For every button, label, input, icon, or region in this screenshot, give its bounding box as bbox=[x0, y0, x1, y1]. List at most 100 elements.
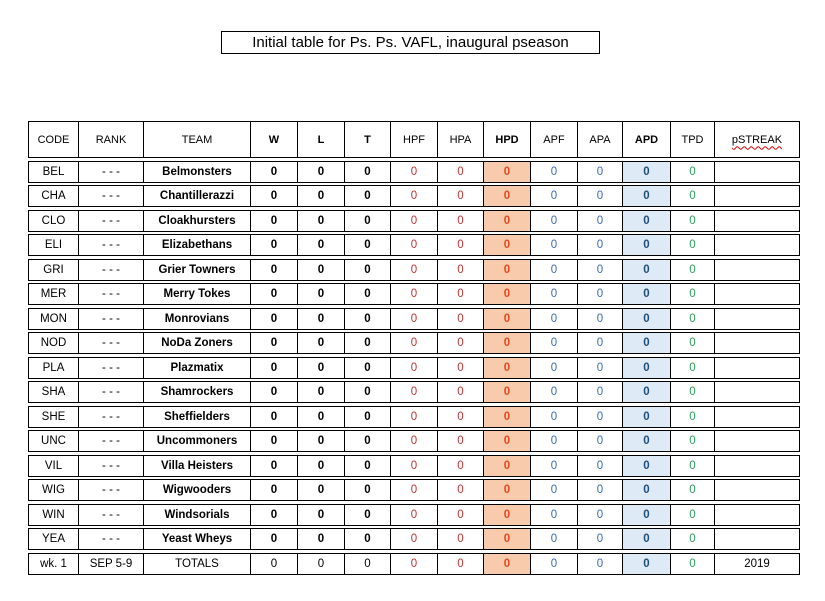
cell-hpa: 0 bbox=[437, 405, 483, 428]
cell-apd: 0 bbox=[622, 160, 670, 183]
cell-t: 0 bbox=[344, 405, 390, 428]
cell-apd: 0 bbox=[622, 258, 670, 281]
cell-rank: - - - bbox=[78, 528, 143, 550]
cell-apa: 0 bbox=[577, 209, 622, 232]
cell-l: 0 bbox=[297, 430, 344, 452]
cell-t-text: 0 bbox=[364, 459, 371, 472]
cell-tpd-text: 0 bbox=[689, 337, 696, 349]
cell-apf: 0 bbox=[530, 209, 577, 232]
cell-pstreak bbox=[714, 405, 800, 428]
cell-team: Villa Heisters bbox=[143, 454, 250, 477]
cell-hpd: 0 bbox=[483, 430, 530, 452]
cell-hpd: 0 bbox=[483, 528, 530, 550]
team-row-clo: CLO - - - Cloakhursters 0 0 0 0 0 0 0 0 0 0 bbox=[28, 209, 800, 232]
cell-apa-text: 0 bbox=[596, 386, 604, 398]
cell-code: GRI bbox=[28, 258, 78, 281]
cell-pstreak bbox=[714, 307, 800, 330]
cell-team-text: Grier Towners bbox=[158, 263, 236, 276]
cell-code: ELI bbox=[28, 234, 78, 256]
cell-hpa: 0 bbox=[437, 479, 483, 501]
cell-l-text: 0 bbox=[317, 459, 325, 472]
cell-hpf: 0 bbox=[390, 405, 437, 428]
cell-apd: 0 bbox=[622, 234, 670, 256]
cell-hpd-text: 0 bbox=[503, 165, 511, 178]
cell-t-text: 0 bbox=[364, 386, 371, 398]
cell-rank: - - - bbox=[78, 160, 143, 183]
cell-apa: 0 bbox=[577, 405, 622, 428]
cell-t-text: 0 bbox=[364, 190, 371, 202]
cell-l: 0 bbox=[297, 503, 344, 526]
cell-code: PLA bbox=[28, 356, 78, 379]
team-row-nod: NOD - - - NoDa Zoners 0 0 0 0 0 0 0 0 0 0 bbox=[28, 332, 800, 354]
cell-code: SHA bbox=[28, 381, 78, 403]
column-header-hpf-text: HPF bbox=[403, 133, 425, 146]
cell-apd-text: 0 bbox=[643, 337, 650, 349]
cell-tpd: 0 bbox=[670, 332, 714, 354]
cell-code: WIN bbox=[28, 503, 78, 526]
column-header-w-text: W bbox=[268, 133, 280, 146]
cell-apd-text: 0 bbox=[643, 435, 650, 447]
cell-apd: 0 bbox=[622, 479, 670, 501]
cell-tpd: 0 bbox=[670, 405, 714, 428]
team-row-sha: SHA - - - Shamrockers 0 0 0 0 0 0 0 0 0 0 bbox=[28, 381, 800, 403]
cell-apf: 0 bbox=[530, 283, 577, 305]
cell-hpf-text: 0 bbox=[410, 410, 418, 423]
cell-pstreak bbox=[714, 332, 800, 354]
team-row-mer: MER - - - Merry Tokes 0 0 0 0 0 0 0 0 0 0 bbox=[28, 283, 800, 305]
cell-apd-text: 0 bbox=[643, 288, 650, 300]
cell-tpd: 0 bbox=[670, 503, 714, 526]
cell-hpf-text: 0 bbox=[410, 557, 418, 570]
cell-hpa: 0 bbox=[437, 258, 483, 281]
cell-tpd: 0 bbox=[670, 552, 714, 575]
cell-hpd: 0 bbox=[483, 307, 530, 330]
cell-t: 0 bbox=[344, 552, 390, 575]
cell-apd-text: 0 bbox=[643, 508, 650, 521]
cell-hpf-text: 0 bbox=[410, 508, 418, 521]
cell-hpa: 0 bbox=[437, 552, 483, 575]
cell-rank: - - - bbox=[78, 381, 143, 403]
cell-code: CLO bbox=[28, 209, 78, 232]
cell-team: Belmonsters bbox=[143, 160, 250, 183]
team-row-gri: GRI - - - Grier Towners 0 0 0 0 0 0 0 0 0 0 bbox=[28, 258, 800, 281]
cell-l-text: 0 bbox=[317, 288, 325, 300]
cell-hpa: 0 bbox=[437, 160, 483, 183]
cell-apf-text: 0 bbox=[550, 508, 558, 521]
cell-apf-text: 0 bbox=[550, 312, 558, 325]
cell-hpd-text: 0 bbox=[503, 361, 511, 374]
cell-apa: 0 bbox=[577, 283, 622, 305]
cell-t: 0 bbox=[344, 307, 390, 330]
cell-code: CHA bbox=[28, 185, 78, 207]
cell-tpd-text: 0 bbox=[689, 386, 696, 398]
team-row-bel: BEL - - - Belmonsters 0 0 0 0 0 0 0 0 0 0 bbox=[28, 160, 800, 183]
cell-l-text: 0 bbox=[317, 190, 325, 202]
cell-hpd: 0 bbox=[483, 381, 530, 403]
cell-team: Wigwooders bbox=[143, 479, 250, 501]
cell-code-text: PLA bbox=[42, 361, 65, 374]
cell-tpd: 0 bbox=[670, 307, 714, 330]
cell-w-text: 0 bbox=[270, 214, 278, 227]
cell-hpa: 0 bbox=[437, 381, 483, 403]
cell-team-text: Plazmatix bbox=[170, 361, 224, 374]
cell-apa-text: 0 bbox=[596, 361, 604, 374]
cell-tpd-text: 0 bbox=[689, 190, 696, 202]
cell-code: BEL bbox=[28, 160, 78, 183]
cell-apd-text: 0 bbox=[643, 214, 650, 227]
cell-apd-text: 0 bbox=[643, 263, 650, 276]
cell-pstreak bbox=[714, 503, 800, 526]
cell-pstreak-text: 2019 bbox=[744, 557, 770, 570]
cell-apa-text: 0 bbox=[596, 288, 604, 300]
cell-hpd: 0 bbox=[483, 332, 530, 354]
cell-apf-text: 0 bbox=[550, 361, 558, 374]
cell-team: NoDa Zoners bbox=[143, 332, 250, 354]
cell-pstreak: 2019 bbox=[714, 552, 800, 575]
cell-team-text: Yeast Wheys bbox=[161, 533, 233, 545]
cell-rank-text: - - - bbox=[102, 484, 120, 496]
cell-w: 0 bbox=[250, 356, 297, 379]
cell-apa: 0 bbox=[577, 528, 622, 550]
cell-rank-text: - - - bbox=[102, 239, 120, 251]
cell-team-text: Villa Heisters bbox=[160, 459, 234, 472]
cell-apf-text: 0 bbox=[550, 288, 558, 300]
cell-apf-text: 0 bbox=[550, 410, 558, 423]
cell-rank-text: - - - bbox=[102, 288, 120, 300]
column-header-tpd-text: TPD bbox=[681, 133, 704, 146]
